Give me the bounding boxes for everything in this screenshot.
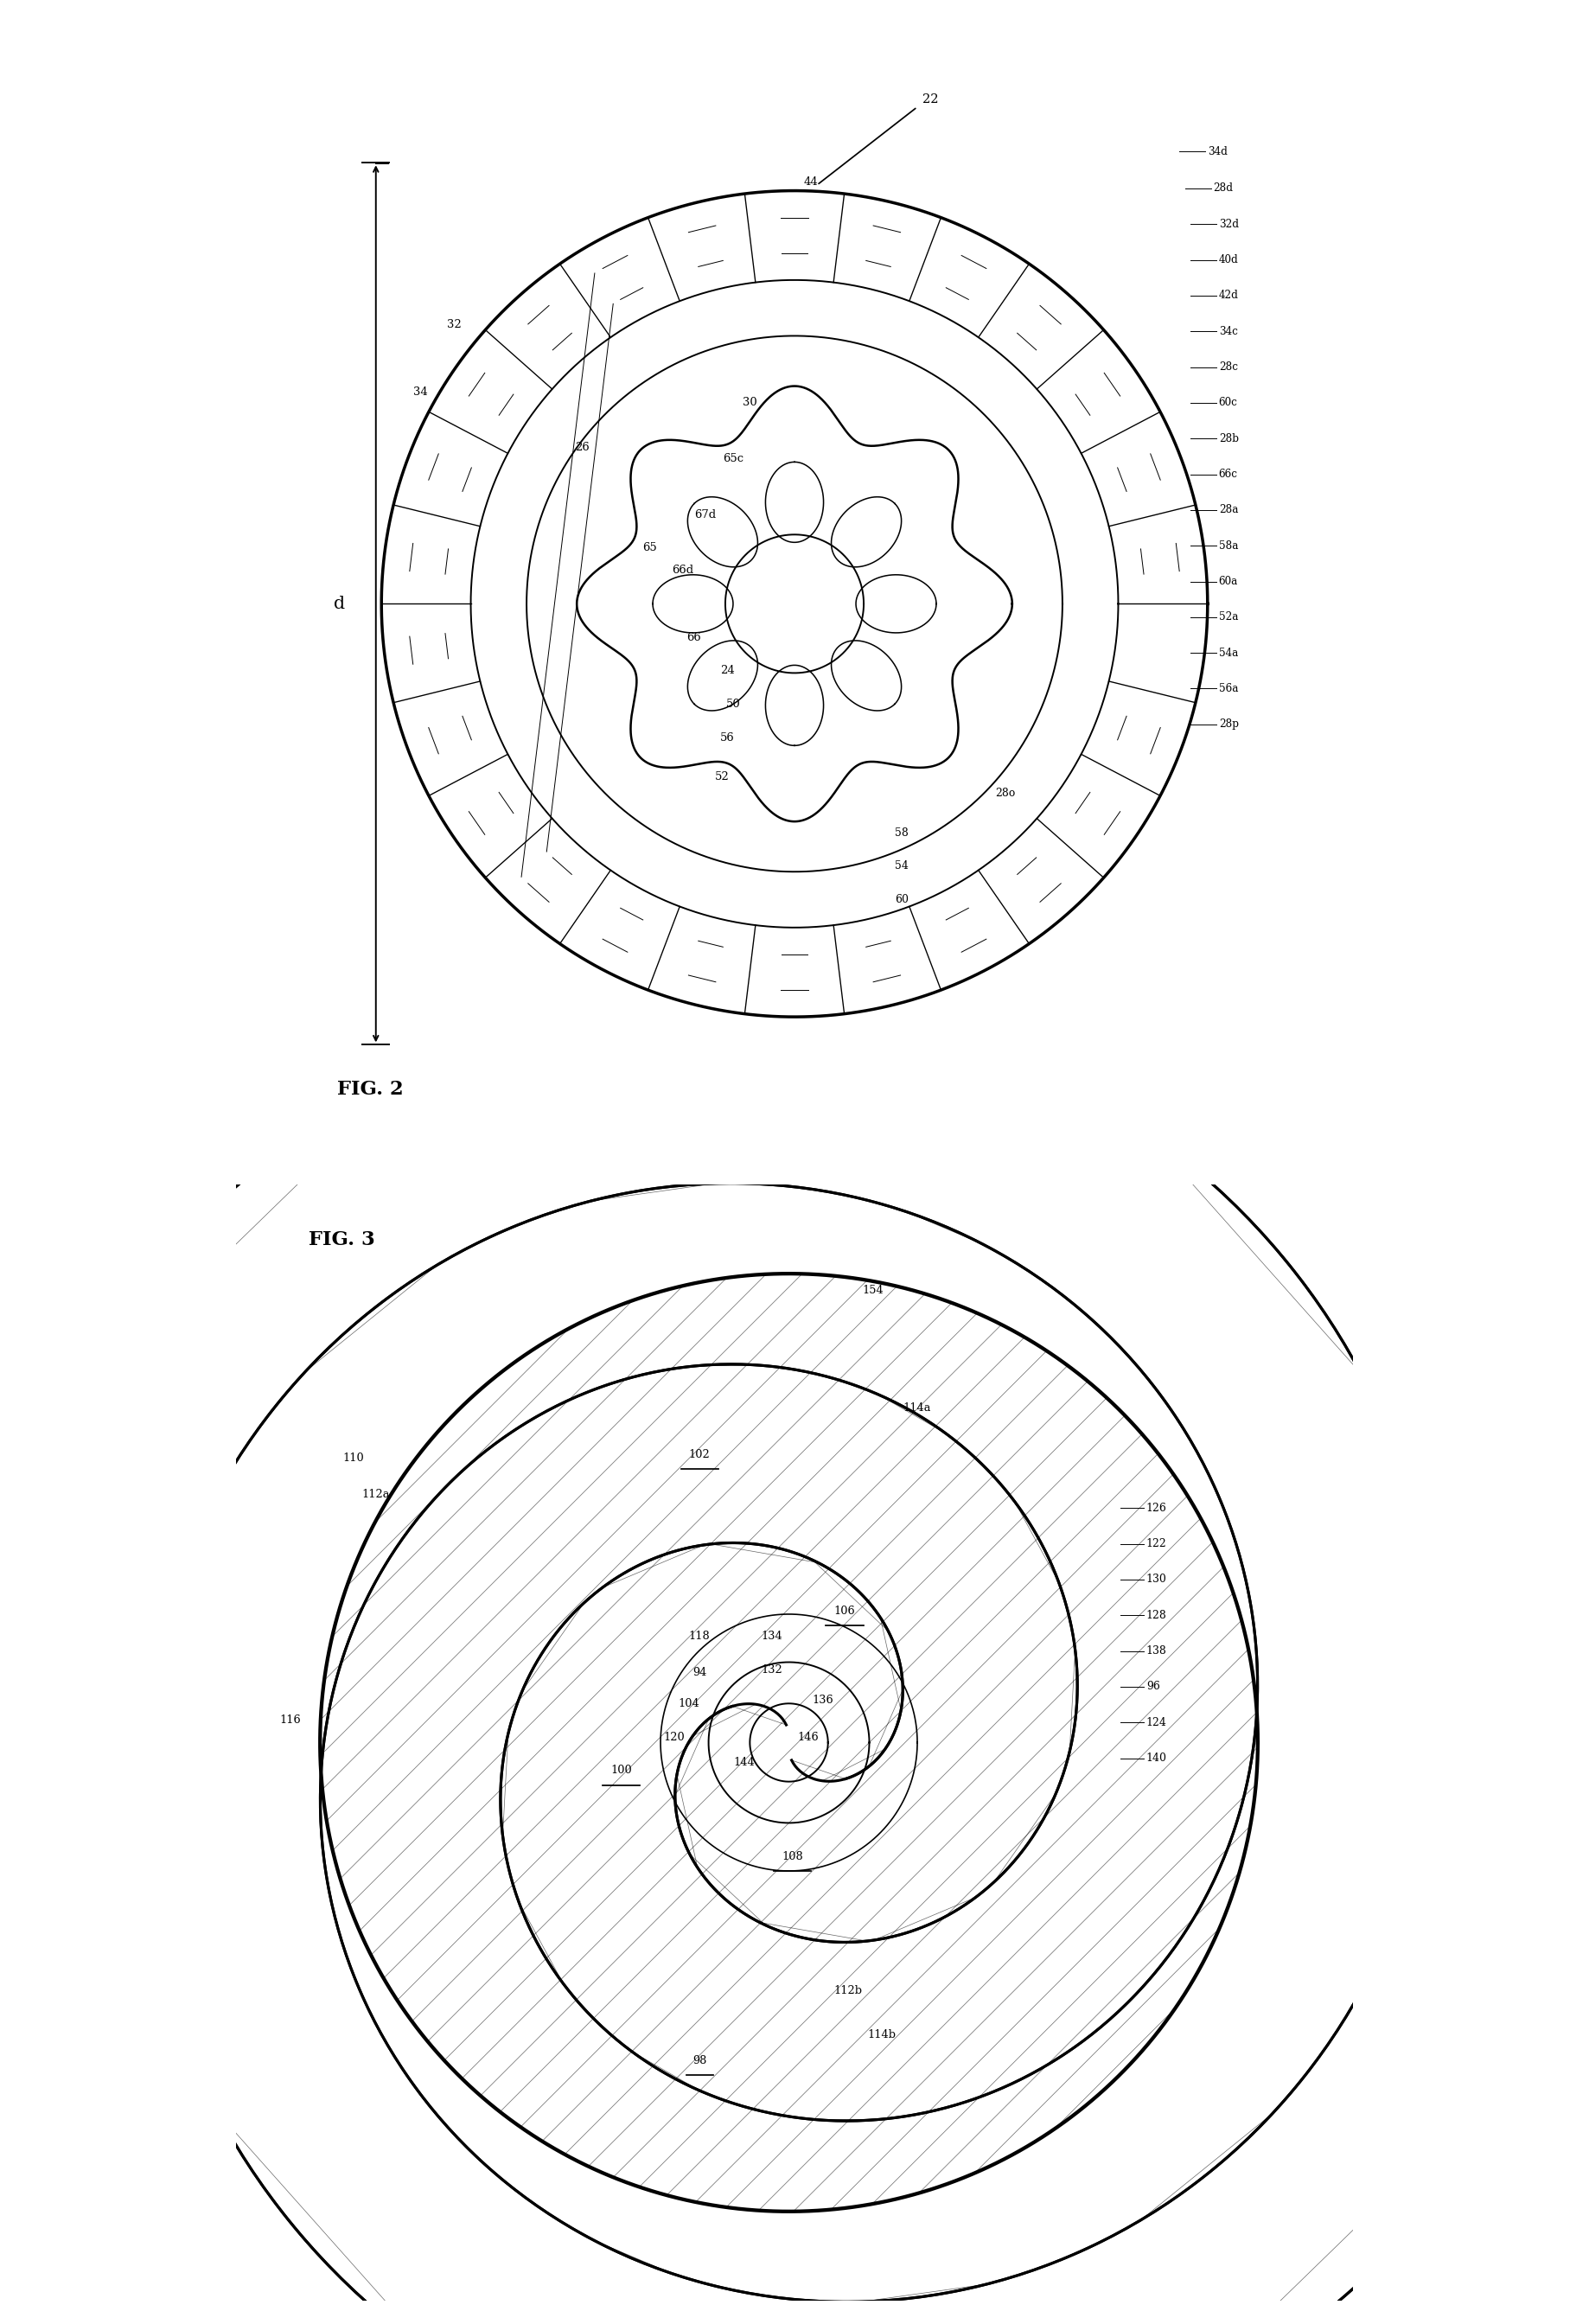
Text: 102: 102: [690, 1448, 710, 1459]
Text: 144: 144: [734, 1757, 755, 1769]
Text: 52: 52: [715, 772, 729, 783]
Text: 28a: 28a: [1219, 504, 1238, 516]
Text: 132: 132: [761, 1664, 783, 1676]
Text: 34c: 34c: [1219, 325, 1238, 337]
Text: 24: 24: [720, 665, 734, 676]
Text: FIG. 3: FIG. 3: [308, 1232, 375, 1250]
Text: 34d: 34d: [1208, 146, 1227, 158]
Text: d: d: [334, 595, 345, 611]
Text: 100: 100: [610, 1764, 632, 1776]
Text: 108: 108: [782, 1850, 802, 1862]
Text: 40d: 40d: [1219, 253, 1238, 265]
Text: 28b: 28b: [1219, 432, 1238, 444]
Text: 60a: 60a: [1219, 576, 1238, 588]
Text: 58: 58: [895, 827, 909, 839]
Text: 65c: 65c: [723, 453, 744, 465]
Text: 32: 32: [447, 318, 461, 330]
Text: 120: 120: [663, 1731, 685, 1743]
Text: 116: 116: [280, 1715, 300, 1727]
Text: 28d: 28d: [1212, 184, 1233, 195]
Text: 154: 154: [861, 1285, 883, 1297]
Text: 104: 104: [679, 1699, 699, 1708]
Text: FIG. 2: FIG. 2: [337, 1081, 404, 1099]
Text: 114a: 114a: [903, 1401, 931, 1413]
Text: 126: 126: [1146, 1504, 1166, 1513]
Text: 42d: 42d: [1219, 290, 1238, 302]
Text: 136: 136: [812, 1694, 833, 1706]
Text: 94: 94: [693, 1666, 707, 1678]
Text: 26: 26: [575, 442, 590, 453]
Text: 122: 122: [1146, 1538, 1166, 1550]
Text: 28o: 28o: [995, 788, 1015, 799]
Text: 52a: 52a: [1219, 611, 1238, 623]
Text: 67d: 67d: [694, 509, 717, 521]
Text: 138: 138: [1146, 1645, 1166, 1657]
Text: 65: 65: [642, 541, 656, 553]
Text: 110: 110: [343, 1452, 364, 1464]
Text: 130: 130: [1146, 1573, 1166, 1585]
Text: 56: 56: [720, 732, 734, 744]
Text: 96: 96: [1146, 1680, 1160, 1692]
Text: 140: 140: [1146, 1752, 1166, 1764]
Text: 106: 106: [834, 1606, 855, 1618]
Text: 32d: 32d: [1219, 218, 1238, 230]
Text: 54a: 54a: [1219, 648, 1238, 658]
Text: 118: 118: [690, 1631, 710, 1643]
Text: 112b: 112b: [834, 1985, 863, 1996]
Text: 124: 124: [1146, 1717, 1166, 1729]
Text: 60: 60: [895, 895, 909, 906]
Text: 128: 128: [1146, 1611, 1166, 1620]
Text: 98: 98: [693, 2054, 707, 2066]
Text: 28c: 28c: [1219, 363, 1238, 372]
Text: 134: 134: [761, 1631, 783, 1643]
Text: 146: 146: [798, 1731, 818, 1743]
Text: 28p: 28p: [1219, 718, 1238, 730]
Text: 56a: 56a: [1219, 683, 1238, 695]
Text: 66: 66: [686, 632, 701, 644]
Text: 58a: 58a: [1219, 539, 1238, 551]
Text: 44: 44: [804, 177, 818, 188]
Text: 54: 54: [895, 860, 909, 872]
Text: 60c: 60c: [1219, 397, 1238, 409]
Text: 114b: 114b: [868, 2029, 896, 2040]
Text: 66c: 66c: [1219, 469, 1238, 479]
Text: 22: 22: [923, 93, 939, 105]
Text: 30: 30: [742, 397, 756, 409]
Text: 66d: 66d: [672, 565, 694, 576]
Text: 112a: 112a: [362, 1490, 389, 1501]
Text: 50: 50: [726, 700, 740, 709]
Text: 34: 34: [413, 386, 427, 397]
